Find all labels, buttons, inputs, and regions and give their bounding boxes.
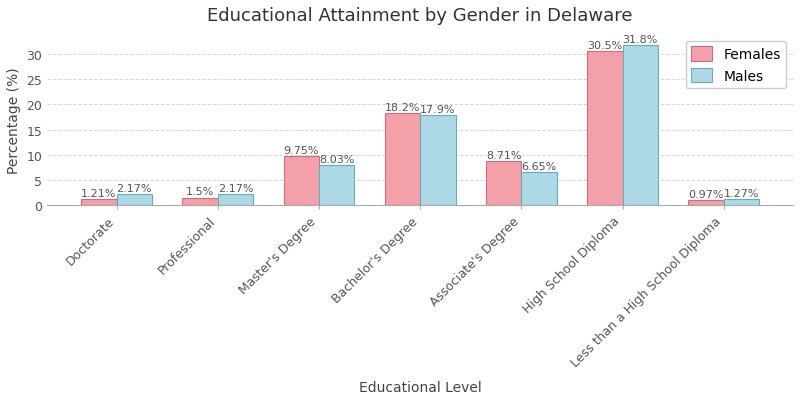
Text: 30.5%: 30.5% bbox=[587, 41, 622, 51]
Bar bbox=[587, 52, 622, 206]
Text: 18.2%: 18.2% bbox=[385, 103, 420, 113]
Text: 1.5%: 1.5% bbox=[186, 187, 214, 197]
Bar bbox=[283, 156, 319, 206]
Bar bbox=[420, 115, 455, 206]
Bar bbox=[385, 114, 420, 206]
Bar bbox=[522, 172, 557, 206]
Y-axis label: Percentage (%): Percentage (%) bbox=[7, 67, 21, 173]
Text: 1.27%: 1.27% bbox=[724, 188, 759, 198]
Text: 0.97%: 0.97% bbox=[688, 190, 724, 200]
Text: 17.9%: 17.9% bbox=[420, 105, 456, 115]
Bar bbox=[486, 162, 522, 206]
Text: 6.65%: 6.65% bbox=[522, 161, 557, 171]
Title: Educational Attainment by Gender in Delaware: Educational Attainment by Gender in Dela… bbox=[207, 7, 633, 25]
Bar bbox=[724, 199, 759, 206]
Legend: Females, Males: Females, Males bbox=[686, 42, 786, 89]
Text: 8.03%: 8.03% bbox=[319, 154, 354, 164]
Text: 1.21%: 1.21% bbox=[81, 188, 117, 198]
X-axis label: Educational Level: Educational Level bbox=[358, 380, 482, 394]
Bar bbox=[117, 194, 152, 206]
Bar bbox=[622, 46, 658, 206]
Text: 8.71%: 8.71% bbox=[486, 151, 522, 161]
Text: 2.17%: 2.17% bbox=[218, 184, 254, 194]
Bar bbox=[182, 198, 218, 206]
Text: 2.17%: 2.17% bbox=[117, 184, 152, 194]
Text: 31.8%: 31.8% bbox=[622, 35, 658, 45]
Bar bbox=[218, 194, 253, 206]
Bar bbox=[688, 200, 724, 206]
Text: 9.75%: 9.75% bbox=[283, 146, 319, 156]
Bar bbox=[319, 165, 354, 206]
Bar bbox=[81, 199, 117, 206]
